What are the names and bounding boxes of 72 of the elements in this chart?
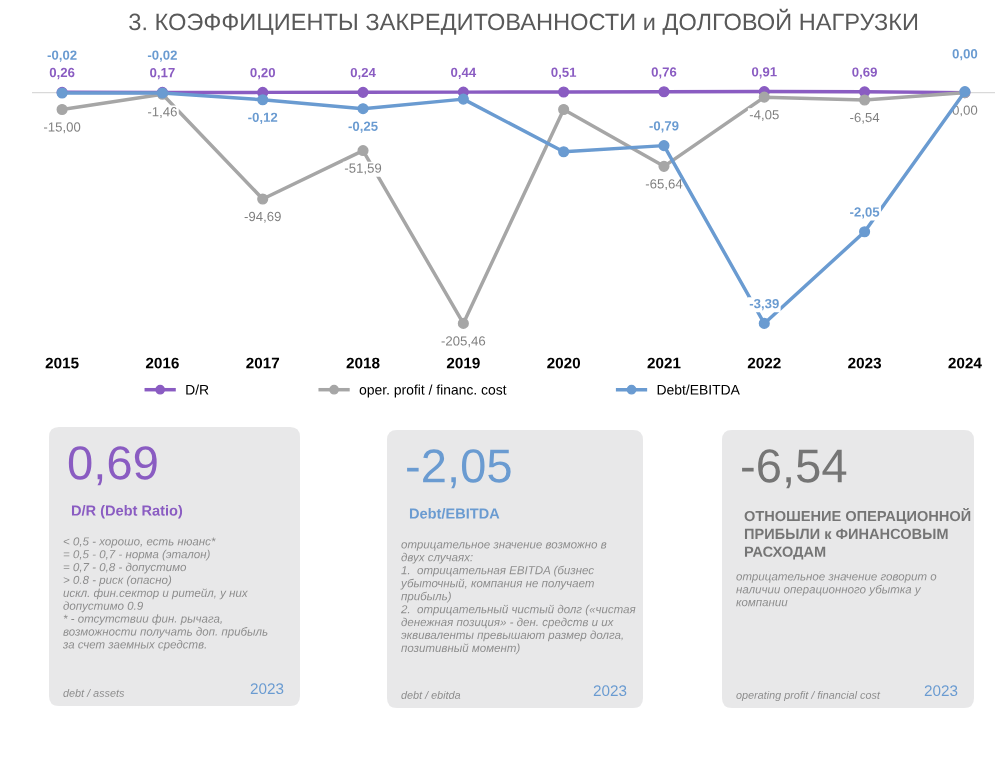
point — [558, 103, 570, 116]
data-label: -94,69 — [244, 211, 281, 223]
text: 2023 — [924, 685, 958, 697]
data-label: 0,20 — [250, 67, 276, 80]
x-tick-label: 2021 — [647, 357, 681, 369]
text: debt / assets — [63, 688, 125, 697]
data-label: -4,05 — [749, 110, 779, 121]
text: < 0,5 - хорошо, есть нюанс* = 0,5 - 0,7 - норма (эталон) = 0,7 - 0,8 - допустимо > 0.8 - риск (опасно) искл. фин.сектор и ритейл, у них допустимо 0.9 * - отсутствии фин. рычага, возможности получать доп. прибыль за счет заемных средств. — [62, 537, 268, 651]
data-label: -0,12 — [248, 112, 278, 124]
data-label: -51,59 — [344, 163, 382, 175]
data-label: 0,76 — [651, 67, 677, 79]
chart-title: 3. КОЭФФИЦИЕНТЫ ЗАКРЕДИТОВАННОСТИ и ДОЛГОВОЙ НАГРУЗКИ — [129, 8, 918, 35]
x-tick-label: 2018 — [346, 357, 380, 369]
point — [758, 317, 770, 329]
point — [558, 146, 570, 158]
data-label: -2,05 — [850, 207, 880, 219]
data-label: 0,69 — [852, 67, 877, 79]
point — [357, 86, 369, 98]
text: 2023 — [593, 685, 627, 697]
data-label: 0,17 — [150, 67, 175, 80]
x-tick-label: 2020 — [547, 357, 581, 369]
text: D/R (Debt Ratio) — [71, 505, 183, 519]
data-label: -6,54 — [850, 112, 880, 124]
text: отрицательное значение возможно в двух случаях: 1. отрицательная EBITDA (бизнес убыточный, компания не получает прибыль) 2. отрицательный чистый долг («чистая денежная позиция» - ден. средств и их эквиваленты превышают размер долга, позитивный момент) — [400, 542, 636, 655]
x-tick-label: 2022 — [747, 357, 781, 369]
text: debt / ebitda — [401, 690, 461, 699]
data-label: -15,00 — [43, 122, 81, 134]
text: 0,69 — [68, 446, 157, 486]
point — [859, 94, 871, 106]
point — [357, 103, 369, 115]
x-tick-label: 2023 — [848, 357, 882, 369]
data-label: -0,25 — [348, 121, 378, 133]
data-label: -65,64 — [645, 179, 683, 191]
point — [457, 93, 469, 105]
point — [257, 94, 269, 106]
data-label: -0,02 — [147, 50, 177, 62]
x-tick-label: 2024 — [948, 357, 982, 369]
x-tick-label: 2017 — [246, 357, 280, 369]
data-label: -3,39 — [749, 298, 779, 311]
data-label: -0,02 — [47, 50, 77, 62]
text: отрицательное значение говорит о наличии операционного убытка у компании — [736, 574, 937, 607]
point — [558, 86, 570, 98]
data-label: 0,24 — [350, 67, 376, 80]
data-label: -205,46 — [441, 336, 486, 348]
point — [658, 86, 670, 98]
point — [859, 226, 871, 238]
text: 2023 — [250, 683, 284, 695]
point — [357, 145, 369, 157]
legend-label: D/R — [186, 384, 209, 395]
text: Debt/EBITDA — [409, 508, 500, 519]
x-tick-label: 2015 — [45, 357, 79, 369]
point — [457, 317, 469, 329]
x-tick-label: 2016 — [145, 357, 179, 369]
data-label: 0,91 — [751, 67, 777, 79]
data-label: 0,51 — [551, 67, 577, 79]
data-label: -0,79 — [649, 121, 679, 133]
text: operating profit / financial cost — [736, 690, 881, 702]
text: ОТНОШЕНИЕ ОПЕРАЦИОННОЙ ПРИБЫЛИ к ФИНАНСОВЫМ РАСХОДАМ — [744, 507, 971, 560]
data-label: 0,26 — [49, 67, 75, 80]
legend-label: oper. profit / financ. cost — [359, 384, 507, 398]
data-label: 0,00 — [952, 49, 978, 61]
point — [257, 193, 269, 205]
point — [56, 103, 68, 116]
text: -6,54 — [742, 449, 847, 489]
data-label: 0,44 — [451, 67, 477, 79]
text: -2,05 — [407, 449, 511, 489]
point — [658, 140, 670, 152]
data-label: -1,46 — [147, 107, 177, 118]
point — [658, 160, 670, 172]
x-tick-label: 2019 — [446, 357, 480, 369]
legend-label: Debt/EBITDA — [657, 384, 740, 395]
point — [758, 91, 770, 103]
